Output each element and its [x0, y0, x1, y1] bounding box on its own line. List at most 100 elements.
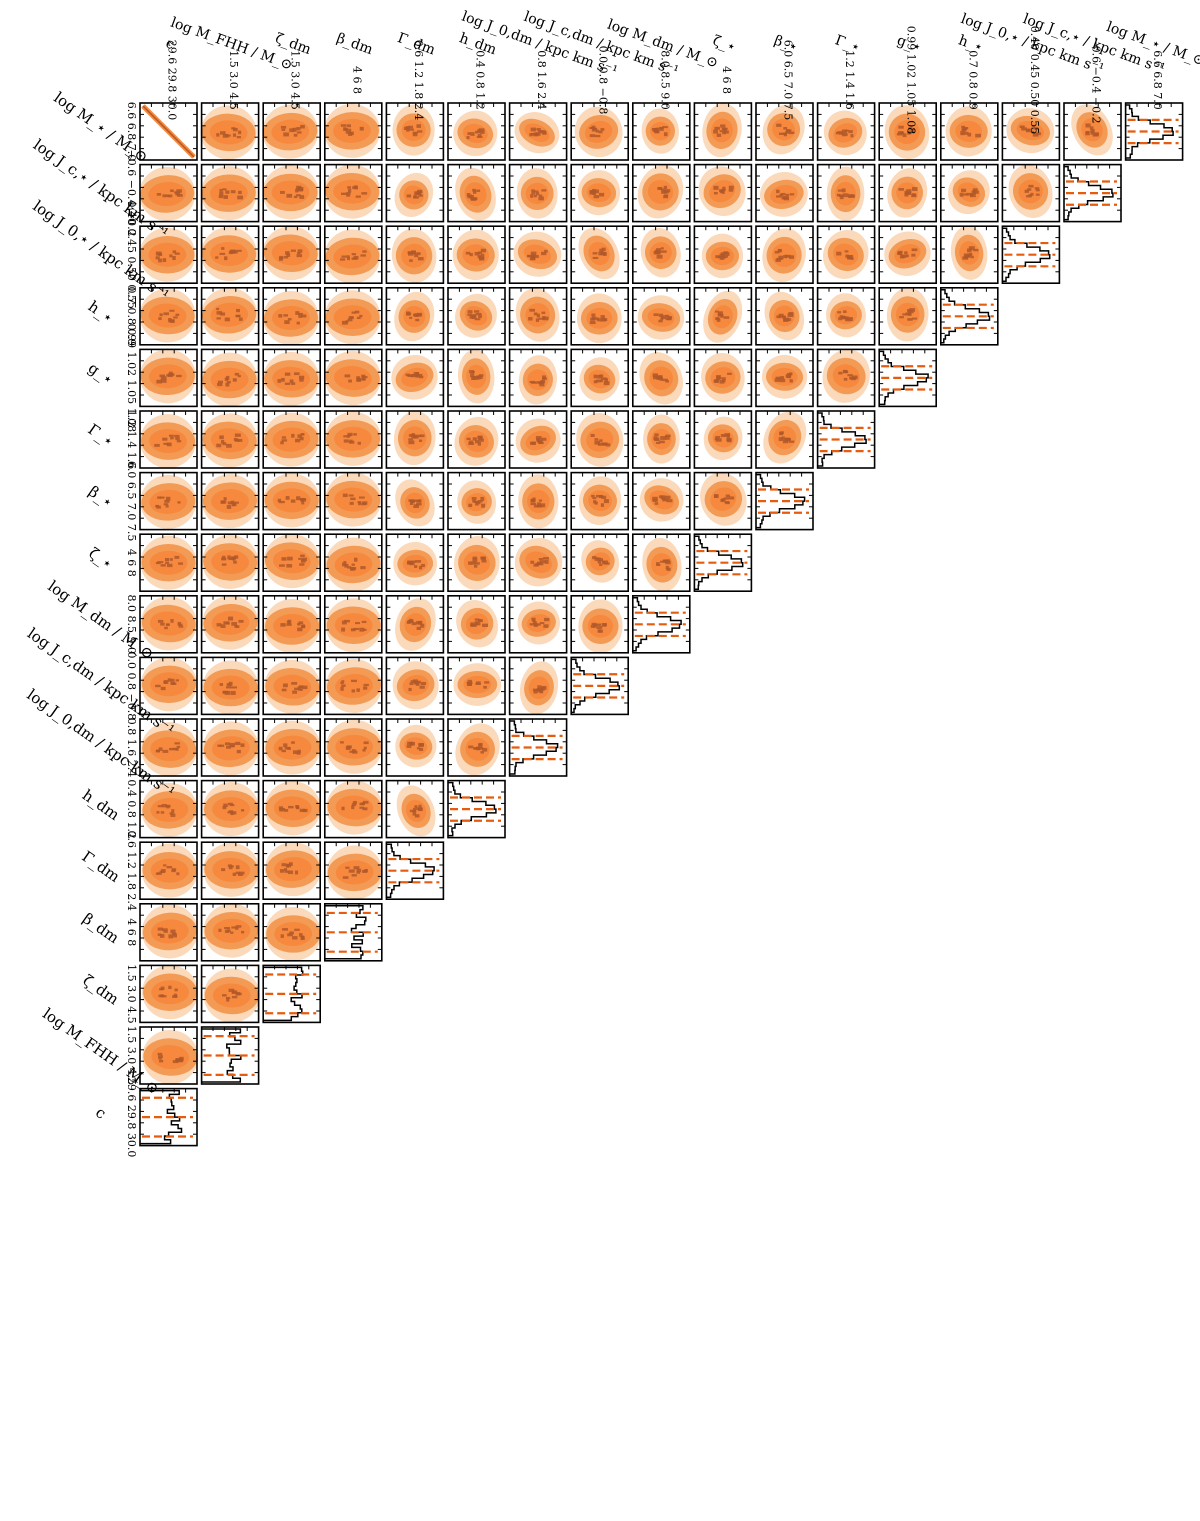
- contour-core: [849, 376, 853, 380]
- contour-core: [959, 192, 964, 197]
- contour-core: [163, 312, 169, 316]
- panel-frame: [447, 656, 506, 716]
- contour-core: [361, 377, 366, 381]
- contour-core: [167, 678, 171, 682]
- contour-core: [228, 988, 235, 992]
- panel-frame: [447, 286, 506, 346]
- contour-core: [900, 131, 905, 135]
- scatter-panel-log_J0_star-vs-log_Jc_dm: [570, 225, 630, 284]
- contour-core: [351, 563, 355, 566]
- contour-core: [299, 378, 304, 382]
- scatter-panel-log_M_star-vs-h_star: [939, 102, 999, 161]
- panel-frame: [323, 594, 383, 654]
- contour-core: [595, 189, 599, 194]
- histogram-step: [879, 350, 929, 406]
- contour-core: [159, 1059, 164, 1063]
- panel-frame: [200, 841, 260, 901]
- scatter-panel-zeta_star-vs-log_M_FHH: [200, 533, 260, 593]
- panel-frame: [755, 163, 814, 223]
- contour-core: [416, 252, 421, 256]
- contour-core: [599, 439, 603, 442]
- contour-core: [159, 374, 166, 377]
- contour-core: [604, 562, 610, 565]
- contour-core: [233, 501, 239, 504]
- contour-core: [656, 562, 660, 566]
- contour-inner: [151, 1045, 190, 1070]
- scatter-panel-g_star-vs-log_M_dm: [631, 348, 691, 408]
- contour-core: [281, 436, 287, 439]
- contour-core: [533, 690, 538, 694]
- panel-frame: [755, 410, 814, 469]
- contour-core: [280, 190, 285, 194]
- scatter-panel-beta_star-vs-log_M_dm: [631, 471, 691, 531]
- contour-core: [477, 134, 482, 138]
- contour-core: [841, 129, 848, 133]
- contour-core: [601, 560, 605, 563]
- contour-core: [599, 563, 603, 566]
- panel-frame: [570, 286, 630, 346]
- contour-core: [592, 256, 599, 259]
- contour-core: [158, 317, 162, 321]
- contour-core: [158, 747, 163, 751]
- contour-core: [160, 376, 167, 380]
- contour-core: [658, 126, 664, 129]
- contour-core: [281, 863, 286, 867]
- contour-inner: [273, 613, 311, 638]
- contour-core: [418, 565, 423, 570]
- contour-core: [235, 925, 242, 928]
- contour-core: [466, 136, 470, 140]
- contour-core: [778, 437, 783, 442]
- scatter-panel-log_J0_star-vs-zeta_star: [693, 225, 753, 284]
- contour-core: [667, 316, 673, 319]
- contour-core: [606, 443, 611, 447]
- contour-core: [843, 370, 847, 374]
- contour-core: [902, 133, 907, 138]
- contour-core: [911, 193, 916, 197]
- contour-core: [161, 804, 167, 808]
- contour-core: [527, 255, 533, 258]
- contour-core: [602, 560, 608, 565]
- contour-core: [359, 806, 365, 809]
- contour-core: [231, 995, 238, 999]
- contour-core: [160, 564, 166, 567]
- panel-frame: [139, 471, 198, 531]
- contour-core: [236, 749, 241, 754]
- contour-inner: [272, 306, 310, 331]
- panel-frame: [139, 718, 198, 777]
- contour-core: [176, 440, 182, 443]
- contour-core: [231, 127, 236, 130]
- scatter-panel-log_Jc_star-vs-log_Jc_dm: [570, 163, 630, 223]
- column-tick-labels: 1.2 1.4 1.6: [843, 50, 856, 109]
- contour-core: [220, 624, 226, 628]
- contour-core: [169, 254, 173, 258]
- scatter-panel-log_Jc_dm-vs-log_M_FHH: [200, 656, 260, 716]
- scatter-panel-beta_star-vs-Gamma_dm: [385, 471, 445, 531]
- scatter-panel-Gamma_star-vs-zeta_dm: [262, 410, 322, 469]
- contour-core: [297, 623, 301, 626]
- contour-core: [178, 562, 184, 565]
- contour-core: [289, 379, 294, 384]
- contour-core: [219, 683, 224, 686]
- contour-core: [227, 501, 234, 505]
- panel-frame: [323, 225, 383, 284]
- column-tick-labels: 0.8 1.6 2.4: [535, 50, 548, 109]
- contour-core: [421, 563, 425, 568]
- contour-core: [174, 252, 180, 255]
- contour-core: [419, 685, 425, 689]
- panel-frame: [570, 102, 630, 161]
- contour-core: [292, 936, 298, 940]
- contour-core: [544, 617, 550, 622]
- contour-core: [293, 372, 300, 376]
- contour-core: [779, 432, 784, 436]
- contour-core: [341, 255, 347, 258]
- scatter-panel-log_J0_dm-vs-c: [139, 718, 198, 777]
- contour-inner: [464, 182, 487, 207]
- contour-core: [534, 190, 539, 193]
- contour-core: [531, 617, 536, 621]
- contour-core: [159, 988, 164, 991]
- contour-inner: [272, 366, 311, 391]
- contour-core: [350, 567, 355, 571]
- scatter-panel-log_M_star-vs-log_M_FHH: [200, 102, 260, 161]
- panel-frame: [508, 471, 568, 531]
- scatter-panel-log_Jc_star-vs-h_dm: [447, 163, 506, 223]
